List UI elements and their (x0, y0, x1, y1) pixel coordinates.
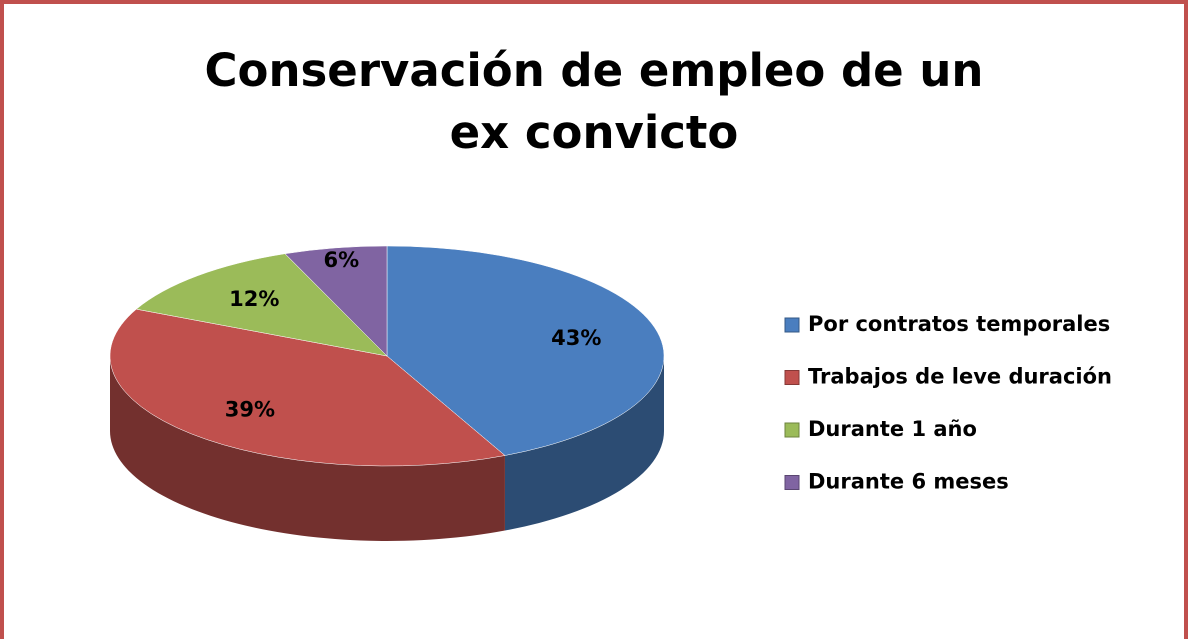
legend-label: Trabajos de leve duración (808, 365, 1112, 389)
legend-swatch (784, 370, 800, 385)
legend-swatch (784, 422, 800, 438)
pie-slice (109, 308, 506, 467)
legend-label: Durante 6 meses (808, 470, 1009, 494)
legend-label: Durante 1 año (808, 417, 977, 441)
pie-slice (135, 253, 388, 357)
pie-slice-side (110, 356, 505, 541)
legend-swatch (784, 475, 800, 490)
pie-slice (386, 245, 665, 456)
data-label: 12% (229, 287, 279, 311)
data-label: 39% (225, 397, 275, 421)
pie-slice-side (504, 356, 664, 531)
data-label: 6% (323, 248, 359, 272)
legend-swatch (784, 317, 800, 333)
legend-label: Por contratos temporales (808, 312, 1110, 336)
data-label: 43% (551, 326, 601, 350)
chart-title: Conservación de empleo de un ex convicto (204, 44, 984, 159)
pie-slice (284, 245, 388, 357)
